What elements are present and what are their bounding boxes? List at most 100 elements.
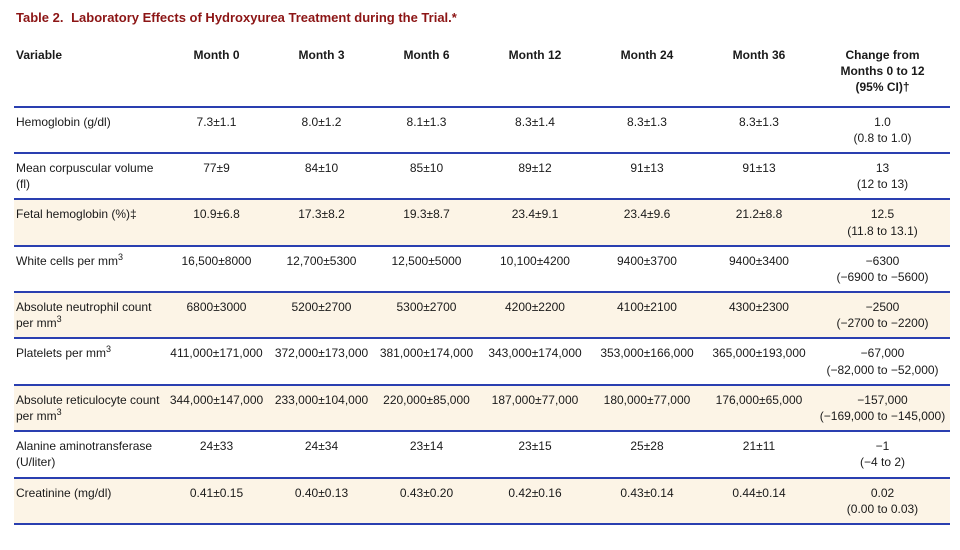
cell-m0: 7.3±1.1	[164, 107, 269, 153]
cell-change: −2500(−2700 to −2200)	[815, 292, 950, 338]
cell-m24: 23.4±9.6	[591, 199, 703, 245]
table-body: Hemoglobin (g/dl)7.3±1.18.0±1.28.1±1.38.…	[14, 107, 950, 524]
cell-m6: 8.1±1.3	[374, 107, 479, 153]
col-month-0: Month 0	[164, 37, 269, 107]
cell-m24: 25±28	[591, 431, 703, 477]
cell-m3: 84±10	[269, 153, 374, 199]
cell-variable: Alanine aminotransferase(U/liter)	[14, 431, 164, 477]
col-month-12: Month 12	[479, 37, 591, 107]
change-value: −1	[876, 439, 890, 453]
cell-m6: 85±10	[374, 153, 479, 199]
cell-change: 0.02(0.00 to 0.03)	[815, 478, 950, 524]
col-change-line1: Change from	[845, 48, 919, 62]
table-title: Table 2. Laboratory Effects of Hydroxyur…	[16, 10, 946, 25]
cell-m0: 24±33	[164, 431, 269, 477]
cell-change: −157,000(−169,000 to −145,000)	[815, 385, 950, 431]
cell-m3: 17.3±8.2	[269, 199, 374, 245]
cell-change: 12.5 (11.8 to 13.1)	[815, 199, 950, 245]
change-ci: (0.00 to 0.03)	[819, 501, 946, 517]
change-value: 12.5	[871, 207, 894, 221]
cell-m0: 10.9±6.8	[164, 199, 269, 245]
change-ci: (−169,000 to −145,000)	[819, 408, 946, 424]
cell-m36: 9400±3400	[703, 246, 815, 292]
change-ci: (11.8 to 13.1)	[819, 223, 946, 239]
cell-m6: 381,000±174,000	[374, 338, 479, 384]
col-month-3: Month 3	[269, 37, 374, 107]
cell-m3: 24±34	[269, 431, 374, 477]
cell-m12: 8.3±1.4	[479, 107, 591, 153]
cell-m6: 12,500±5000	[374, 246, 479, 292]
table-number: Table 2.	[16, 10, 63, 25]
col-change-line2: Months 0 to 12	[840, 64, 924, 78]
cell-m36: 8.3±1.3	[703, 107, 815, 153]
change-ci: (−4 to 2)	[819, 454, 946, 470]
table-row: Alanine aminotransferase(U/liter)24±3324…	[14, 431, 950, 477]
col-month-36: Month 36	[703, 37, 815, 107]
cell-m0: 6800±3000	[164, 292, 269, 338]
cell-m24: 180,000±77,000	[591, 385, 703, 431]
change-ci: (0.8 to 1.0)	[819, 130, 946, 146]
cell-change: 1.0(0.8 to 1.0)	[815, 107, 950, 153]
laboratory-effects-table: Variable Month 0 Month 3 Month 6 Month 1…	[14, 37, 950, 525]
change-ci: (−6900 to −5600)	[819, 269, 946, 285]
cell-m24: 9400±3700	[591, 246, 703, 292]
cell-m0: 344,000±147,000	[164, 385, 269, 431]
cell-m3: 0.40±0.13	[269, 478, 374, 524]
cell-variable: Absolute reticulocyte countper mm3	[14, 385, 164, 431]
change-value: −2500	[866, 300, 900, 314]
cell-change: −6300(−6900 to −5600)	[815, 246, 950, 292]
cell-m36: 176,000±65,000	[703, 385, 815, 431]
table-row: Hemoglobin (g/dl)7.3±1.18.0±1.28.1±1.38.…	[14, 107, 950, 153]
cell-m6: 23±14	[374, 431, 479, 477]
cell-m24: 4100±2100	[591, 292, 703, 338]
table-row: White cells per mm316,500±800012,700±530…	[14, 246, 950, 292]
cell-m3: 8.0±1.2	[269, 107, 374, 153]
cell-change: −67,000(−82,000 to −52,000)	[815, 338, 950, 384]
cell-m12: 23.4±9.1	[479, 199, 591, 245]
table-row: Mean corpuscular volume (fl)77±984±1085±…	[14, 153, 950, 199]
table-caption: Laboratory Effects of Hydroxyurea Treatm…	[71, 10, 457, 25]
col-month-24: Month 24	[591, 37, 703, 107]
cell-m36: 0.44±0.14	[703, 478, 815, 524]
cell-m12: 0.42±0.16	[479, 478, 591, 524]
cell-variable: Creatinine (mg/dl)	[14, 478, 164, 524]
change-ci: (−2700 to −2200)	[819, 315, 946, 331]
cell-m3: 12,700±5300	[269, 246, 374, 292]
cell-m24: 353,000±166,000	[591, 338, 703, 384]
table-header-row: Variable Month 0 Month 3 Month 6 Month 1…	[14, 37, 950, 107]
cell-m36: 21.2±8.8	[703, 199, 815, 245]
cell-m0: 77±9	[164, 153, 269, 199]
cell-variable: Fetal hemoglobin (%)‡	[14, 199, 164, 245]
table-row: Absolute neutrophil countper mm36800±300…	[14, 292, 950, 338]
cell-variable: Hemoglobin (g/dl)	[14, 107, 164, 153]
change-value: −157,000	[857, 393, 907, 407]
col-month-6: Month 6	[374, 37, 479, 107]
change-ci: (−82,000 to −52,000)	[819, 362, 946, 378]
cell-m24: 0.43±0.14	[591, 478, 703, 524]
cell-m24: 91±13	[591, 153, 703, 199]
table-row: Platelets per mm3411,000±171,000372,000±…	[14, 338, 950, 384]
cell-variable: Platelets per mm3	[14, 338, 164, 384]
change-value: 0.02	[871, 486, 894, 500]
cell-m12: 343,000±174,000	[479, 338, 591, 384]
cell-m3: 233,000±104,000	[269, 385, 374, 431]
change-value: 1.0	[874, 115, 891, 129]
cell-m36: 365,000±193,000	[703, 338, 815, 384]
cell-m12: 4200±2200	[479, 292, 591, 338]
cell-m0: 0.41±0.15	[164, 478, 269, 524]
cell-m12: 89±12	[479, 153, 591, 199]
cell-m6: 0.43±0.20	[374, 478, 479, 524]
cell-m36: 4300±2300	[703, 292, 815, 338]
change-value: 13	[876, 161, 889, 175]
cell-change: 13(12 to 13)	[815, 153, 950, 199]
cell-m36: 21±11	[703, 431, 815, 477]
cell-variable: Absolute neutrophil countper mm3	[14, 292, 164, 338]
cell-change: −1(−4 to 2)	[815, 431, 950, 477]
col-variable: Variable	[14, 37, 164, 107]
cell-m12: 23±15	[479, 431, 591, 477]
table-row: Absolute reticulocyte countper mm3344,00…	[14, 385, 950, 431]
col-change-line3: (95% CI)†	[855, 80, 909, 94]
cell-variable: Mean corpuscular volume (fl)	[14, 153, 164, 199]
table-row: Creatinine (mg/dl)0.41±0.150.40±0.130.43…	[14, 478, 950, 524]
cell-variable: White cells per mm3	[14, 246, 164, 292]
